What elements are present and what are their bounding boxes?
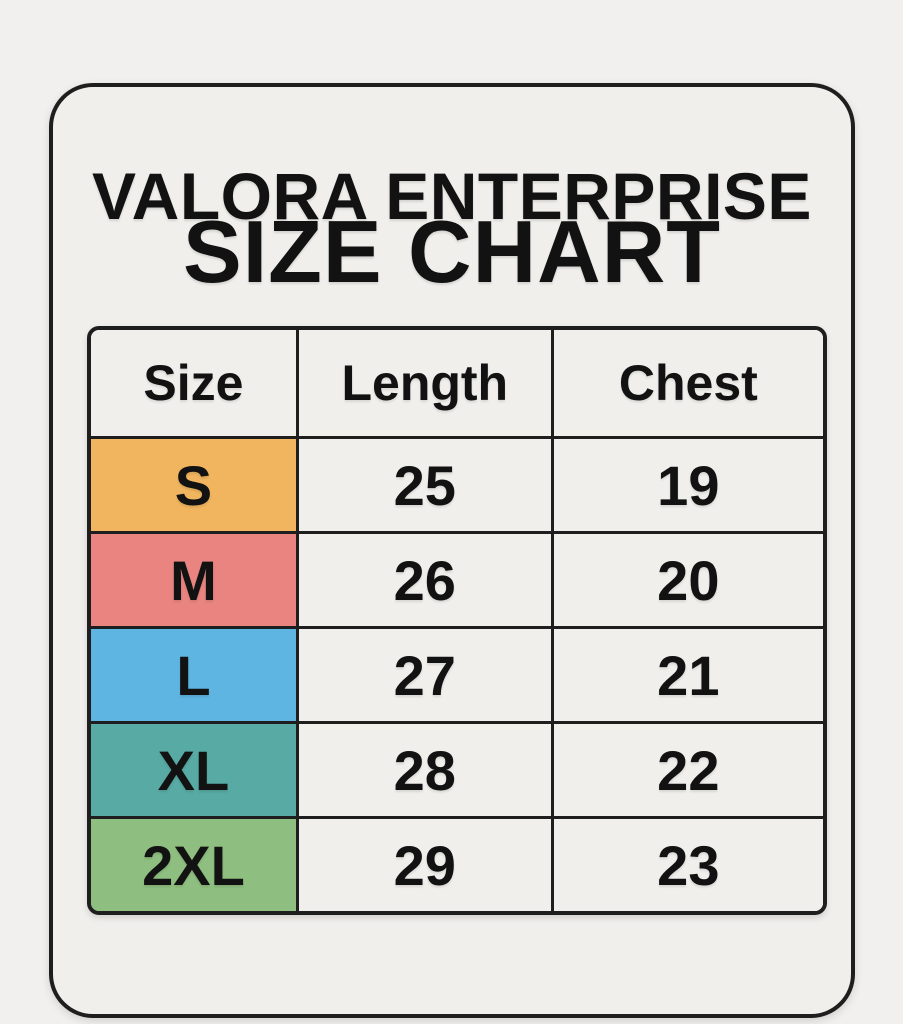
table-row-m: M 26 20 — [91, 531, 823, 629]
brand-title: VALORA ENTERPRISE — [92, 159, 812, 233]
column-header-chest: Chest — [550, 330, 823, 439]
table-row-2xl: 2XL 29 23 — [91, 816, 823, 911]
length-cell: 26 — [295, 531, 554, 629]
column-header-length: Length — [295, 330, 554, 439]
size-cell: M — [91, 531, 299, 629]
length-cell: 27 — [295, 626, 554, 724]
table-row-l: L 27 21 — [91, 626, 823, 724]
chest-cell: 21 — [550, 626, 823, 724]
table-row-s: S 25 19 — [91, 436, 823, 534]
size-chart-card: VALORA ENTERPRISE SIZE CHART Size Length… — [49, 83, 855, 1018]
chart-title: SIZE CHART — [183, 202, 721, 301]
table-header-row: Size Length Chest — [91, 330, 823, 439]
column-header-size: Size — [91, 330, 299, 439]
table-row-xl: XL 28 22 — [91, 721, 823, 819]
size-cell: XL — [91, 721, 299, 819]
size-cell: 2XL — [91, 816, 299, 911]
chest-cell: 19 — [550, 436, 823, 534]
size-cell: S — [91, 436, 299, 534]
length-cell: 28 — [295, 721, 554, 819]
size-table-grid: Size Length Chest S 25 19 M 26 20 — [91, 330, 823, 911]
length-cell: 29 — [295, 816, 554, 911]
chest-cell: 23 — [550, 816, 823, 911]
chest-cell: 22 — [550, 721, 823, 819]
length-cell: 25 — [295, 436, 554, 534]
size-table: Size Length Chest S 25 19 M 26 20 — [87, 326, 827, 915]
chest-cell: 20 — [550, 531, 823, 629]
size-cell: L — [91, 626, 299, 724]
